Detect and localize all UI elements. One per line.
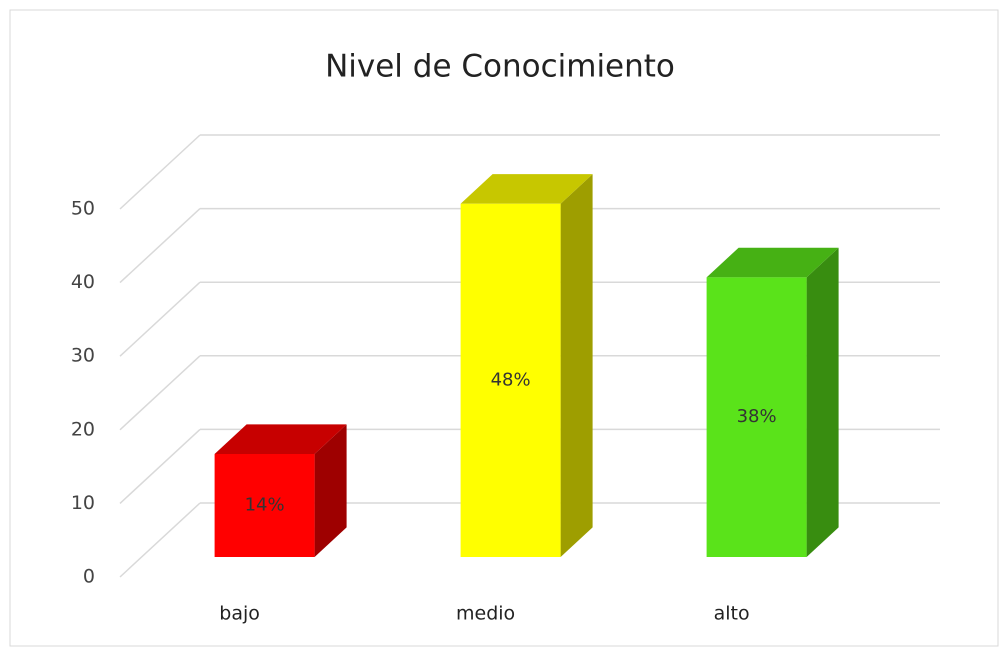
bar (706, 277, 807, 558)
grid-line (119, 428, 201, 504)
x-tick-label: bajo (219, 603, 260, 625)
grid-line (119, 208, 201, 284)
bar-side (314, 424, 347, 558)
y-tick-label: 50 (71, 198, 95, 220)
bar-top (706, 247, 839, 278)
grid-line (119, 134, 201, 210)
bar-side (806, 247, 839, 558)
bar-side (560, 174, 593, 558)
grid-line (119, 502, 201, 578)
x-tick-label: medio (456, 603, 515, 625)
value-label: 38% (737, 406, 777, 427)
y-tick-label: 30 (71, 345, 95, 367)
bar (460, 203, 561, 558)
y-tick-label: 0 (83, 566, 95, 588)
grid-line (119, 355, 201, 431)
y-tick-label: 10 (71, 492, 95, 514)
grid-line (119, 281, 201, 357)
y-tick-label: 20 (71, 418, 95, 440)
x-tick-label: alto (714, 603, 750, 625)
value-label: 14% (245, 495, 285, 516)
chart-title: Nivel de Conocimiento (325, 49, 675, 85)
value-label: 48% (491, 369, 531, 390)
y-tick-label: 40 (71, 271, 95, 293)
bar (214, 453, 315, 558)
bar-top (460, 174, 593, 204)
bar-top (214, 424, 347, 454)
